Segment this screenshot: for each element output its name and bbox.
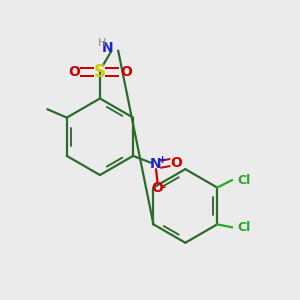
Text: +: +: [158, 155, 167, 165]
Text: O: O: [68, 65, 80, 79]
Text: Cl: Cl: [238, 221, 251, 234]
Text: S: S: [94, 63, 106, 81]
Text: H: H: [98, 38, 106, 48]
Text: Cl: Cl: [238, 174, 251, 187]
Text: O: O: [120, 65, 132, 79]
Text: -: -: [161, 181, 166, 194]
Text: N: N: [102, 41, 114, 55]
Text: N: N: [150, 157, 162, 171]
Text: O: O: [152, 181, 164, 195]
Text: O: O: [170, 156, 182, 170]
